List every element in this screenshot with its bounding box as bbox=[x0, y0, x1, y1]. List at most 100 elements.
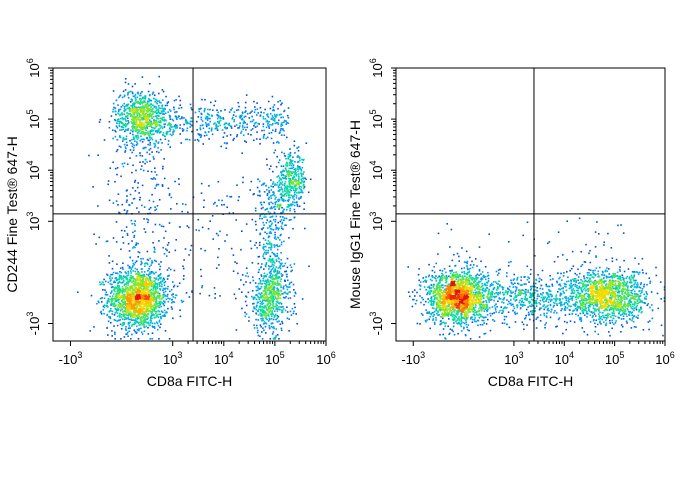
event-dot bbox=[136, 116, 139, 119]
event-dot bbox=[286, 114, 289, 117]
event-dot bbox=[261, 129, 263, 132]
event-dot bbox=[110, 292, 112, 294]
event-dot bbox=[266, 281, 268, 284]
event-dot bbox=[270, 318, 273, 320]
event-dot bbox=[167, 275, 169, 277]
event-dot bbox=[141, 128, 143, 130]
event-dot bbox=[156, 310, 158, 313]
event-dot bbox=[262, 135, 265, 138]
event-dot bbox=[128, 297, 131, 300]
event-dot bbox=[285, 169, 287, 172]
event-dot bbox=[448, 333, 450, 335]
event-dot bbox=[159, 326, 161, 329]
event-dot bbox=[641, 257, 644, 260]
event-dot bbox=[148, 130, 150, 133]
event-dot bbox=[123, 143, 126, 146]
event-dot bbox=[124, 302, 127, 305]
event-dot bbox=[114, 119, 116, 121]
event-dot bbox=[266, 119, 268, 122]
event-dot bbox=[263, 312, 265, 315]
event-dot bbox=[150, 264, 152, 266]
event-dot bbox=[585, 243, 587, 246]
event-dot bbox=[171, 298, 173, 301]
event-dot bbox=[142, 288, 144, 291]
event-dot bbox=[115, 277, 118, 280]
event-dot bbox=[117, 303, 120, 306]
event-dot bbox=[116, 309, 118, 312]
event-dot bbox=[132, 95, 135, 97]
event-dot bbox=[147, 139, 149, 141]
event-dot bbox=[173, 269, 176, 272]
event-dot bbox=[286, 136, 288, 139]
event-dot bbox=[113, 293, 115, 295]
event-dot bbox=[124, 288, 127, 290]
event-dot bbox=[131, 298, 134, 301]
event-dot bbox=[303, 158, 305, 161]
event-dot bbox=[121, 292, 124, 294]
event-dot bbox=[285, 193, 287, 195]
event-dot bbox=[291, 269, 293, 272]
event-dot bbox=[140, 117, 143, 119]
event-dot bbox=[118, 316, 121, 318]
event-dot bbox=[159, 120, 162, 123]
event-dot bbox=[282, 306, 284, 308]
event-dot bbox=[258, 255, 260, 258]
event-dot bbox=[290, 187, 293, 190]
event-dot bbox=[143, 319, 145, 321]
event-dot bbox=[137, 321, 139, 323]
event-dot bbox=[142, 110, 144, 113]
event-dot bbox=[475, 258, 477, 260]
event-dot bbox=[217, 111, 219, 114]
event-dot bbox=[495, 270, 498, 273]
event-dot bbox=[272, 308, 275, 310]
event-dot bbox=[145, 124, 147, 127]
event-dot bbox=[425, 281, 427, 283]
event-dot bbox=[297, 155, 299, 157]
event-dot bbox=[298, 205, 301, 208]
event-dot bbox=[137, 282, 139, 285]
event-dot bbox=[269, 327, 271, 330]
event-dot bbox=[130, 277, 132, 280]
event-dot bbox=[181, 116, 183, 118]
event-dot bbox=[129, 292, 132, 295]
event-dot bbox=[132, 277, 135, 280]
event-dot bbox=[649, 320, 651, 322]
event-dot bbox=[277, 175, 280, 177]
event-dot bbox=[99, 283, 101, 286]
event-dot bbox=[285, 178, 287, 180]
event-dot bbox=[308, 265, 310, 268]
event-dot bbox=[263, 305, 266, 307]
event-dot bbox=[290, 266, 293, 269]
event-dot bbox=[263, 133, 266, 136]
event-dot bbox=[136, 138, 139, 141]
event-dot bbox=[119, 309, 122, 312]
event-dot bbox=[99, 118, 102, 121]
event-dot bbox=[113, 297, 116, 300]
event-dot bbox=[102, 281, 104, 284]
event-dot bbox=[280, 273, 282, 275]
event-dot bbox=[141, 289, 144, 292]
event-dot bbox=[122, 128, 125, 131]
event-dot bbox=[282, 128, 284, 130]
event-dot bbox=[128, 110, 131, 112]
event-dot bbox=[465, 334, 467, 337]
event-dot bbox=[283, 119, 286, 122]
event-dot bbox=[635, 308, 638, 311]
event-dot bbox=[132, 262, 135, 265]
event-dot bbox=[99, 297, 102, 300]
event-dot bbox=[132, 125, 135, 128]
event-dot bbox=[259, 335, 261, 338]
event-dot bbox=[113, 303, 115, 305]
event-dot bbox=[276, 310, 279, 313]
event-dot bbox=[265, 253, 267, 255]
event-dot bbox=[186, 138, 189, 141]
event-dot bbox=[116, 122, 118, 124]
event-dot bbox=[290, 270, 292, 273]
event-dot bbox=[240, 118, 243, 121]
event-dot bbox=[127, 314, 130, 317]
event-dot bbox=[140, 94, 142, 97]
event-dot bbox=[118, 285, 120, 287]
event-dot bbox=[141, 271, 143, 273]
event-dot bbox=[152, 116, 155, 118]
event-dot bbox=[242, 118, 244, 121]
